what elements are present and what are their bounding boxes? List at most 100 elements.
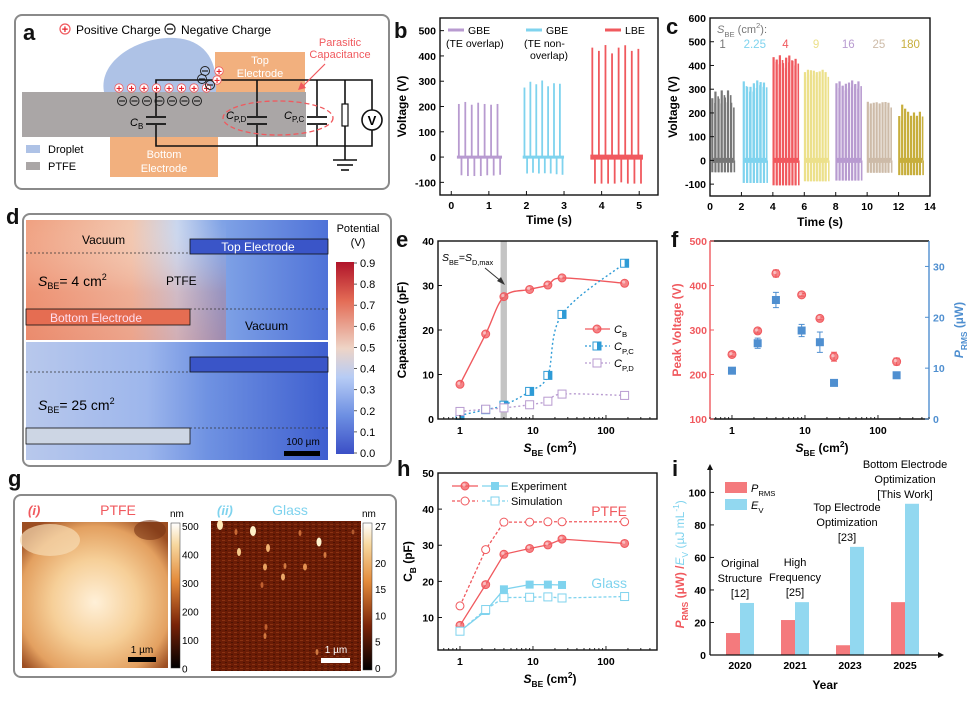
bottom-electrode-label-1: Bottom — [147, 149, 182, 161]
ptfe-label: PTFE — [166, 274, 197, 288]
trough-spike — [742, 160, 745, 183]
legend-marker — [460, 496, 470, 506]
y-tick-label: 100 — [418, 127, 436, 139]
series-16 — [835, 80, 863, 181]
x-axis-label: SBE (cm2) — [524, 670, 577, 689]
afm-glass-colorbar-tick: 0 — [375, 664, 381, 675]
annotation-ptfe: PTFE — [591, 503, 627, 519]
data-point — [525, 400, 535, 410]
series-glass-experiment — [455, 580, 567, 636]
trough-spike — [772, 160, 775, 186]
trough-spike — [766, 160, 768, 183]
trough-spike — [809, 160, 812, 182]
trough-spike — [869, 160, 872, 173]
peak-spike — [844, 83, 847, 161]
series-prms — [727, 291, 901, 387]
x-tick-label: 1 — [486, 200, 492, 212]
data-point — [830, 378, 839, 387]
bar-annotation: High — [784, 557, 807, 569]
cb-label: CB — [130, 117, 143, 131]
peak-spike — [854, 83, 857, 161]
afm-ptfe-colorbar-tick: 400 — [182, 551, 199, 562]
positive-charge-glyph: + — [216, 67, 222, 78]
y-axis-label-prms: PRMS (µW) / — [673, 565, 690, 629]
data-point — [525, 580, 534, 589]
legend-marker-highlight — [462, 483, 466, 487]
trough-spike — [797, 160, 800, 186]
negative-charge — [117, 96, 127, 106]
y-tick-label: 300 — [418, 76, 436, 88]
afm-glass-title: Glass — [272, 502, 308, 518]
legend-title: SBE (cm2): — [717, 21, 767, 39]
bottom-electrode-region-1 — [25, 308, 191, 326]
trough-spike — [918, 160, 921, 176]
trough-spike — [851, 160, 854, 181]
data-point-highlight — [501, 551, 505, 555]
y-left-tick-label: 200 — [689, 370, 707, 382]
trough-spike — [881, 160, 884, 173]
peak-spike — [778, 55, 781, 161]
afm-ptfe-colorbar-tick: 100 — [182, 636, 199, 647]
peak-spike — [875, 102, 878, 161]
colorbar-tick-label: 0.6 — [360, 321, 375, 333]
trough-spike — [762, 160, 766, 183]
data-point — [543, 580, 552, 589]
negative-charge — [205, 80, 215, 90]
y-axis-label: Capacitance (pF) — [395, 282, 409, 379]
peak-spike — [901, 104, 904, 161]
peak-spike — [794, 58, 797, 161]
afm-particle — [281, 573, 285, 581]
afm-ptfe-tag: (i) — [28, 503, 40, 518]
y-left-axis-label: Peak Voltage (V) — [670, 283, 684, 376]
droplet-legend-label: Droplet — [48, 144, 83, 156]
trough-spike — [818, 160, 821, 182]
bar-p-2025 — [891, 602, 905, 655]
series-glass-simulation — [455, 592, 630, 636]
negative-charge — [197, 74, 207, 84]
legend-marker — [491, 482, 499, 490]
peak-spike — [851, 80, 854, 161]
data-point — [620, 592, 630, 602]
afm-particle — [316, 537, 322, 547]
data-point — [455, 406, 465, 416]
peak-spike — [866, 101, 869, 161]
positive-charge-glyph: + — [62, 24, 68, 36]
top-electrode-label: Top Electrode — [221, 240, 295, 254]
panel-letter-d: d — [6, 204, 20, 229]
positive-charge — [151, 83, 162, 93]
colorbar — [336, 262, 354, 454]
x-tick-label: 4 — [770, 201, 776, 213]
peak-spike — [781, 63, 785, 161]
positive-charge — [176, 83, 187, 93]
negative-charge — [142, 96, 152, 106]
positive-charge-glyph: + — [141, 84, 147, 95]
data-point — [558, 580, 567, 589]
afm-particle — [303, 563, 307, 571]
afm-particle — [250, 526, 256, 536]
peak-spike — [756, 80, 759, 161]
data-point — [620, 390, 630, 400]
legend-label: Simulation — [511, 496, 562, 508]
data-point — [525, 517, 535, 527]
afm-glass-tag: (ii) — [217, 503, 233, 518]
voltmeter-label: V — [368, 113, 377, 128]
peak-spike — [788, 55, 791, 161]
legend-label: 16 — [842, 39, 855, 51]
negative-charge — [154, 96, 165, 106]
data-point-half — [562, 310, 567, 319]
positive-charge-icon — [59, 23, 71, 35]
plot-frame — [437, 472, 658, 651]
positive-charge — [126, 83, 137, 93]
peak-spike — [884, 102, 887, 161]
positive-charge-glyph: + — [129, 84, 135, 95]
legend-label: LBE — [625, 25, 645, 37]
data-point — [771, 295, 780, 304]
peak-spike — [772, 57, 775, 161]
data-point-highlight — [799, 292, 803, 296]
top-electrode-label-2: Electrode — [237, 68, 283, 80]
trough-spike — [857, 160, 860, 181]
peak-spike — [723, 97, 726, 161]
y-tick-label: 200 — [688, 108, 706, 120]
positive-charge — [189, 83, 199, 93]
